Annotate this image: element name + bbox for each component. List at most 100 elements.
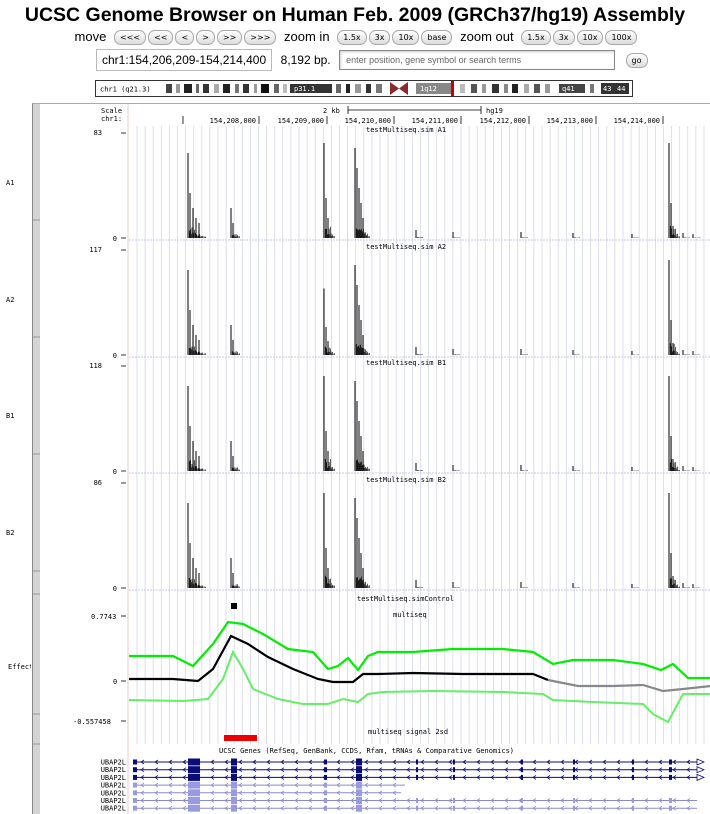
gene-exon [356, 805, 362, 812]
gene-exon [324, 775, 327, 780]
gene-exon [133, 790, 137, 795]
zoom-in-1-5x-button[interactable]: 1.5x [337, 30, 366, 45]
ideogram-band [196, 84, 199, 93]
move-far-right-button[interactable]: >>> [244, 30, 276, 45]
gene-exon [632, 798, 634, 803]
ideogram-band [512, 84, 518, 93]
ideogram-band [504, 84, 508, 93]
gene-exon [188, 789, 200, 796]
wiggle-track-title: testMultiseq.sim A1 [366, 126, 446, 134]
chromosome-ideogram[interactable]: chr1 (q21.3) p31.1 1q12 q41 43 44 [95, 80, 633, 97]
gene-exon [573, 760, 575, 765]
gene-exon [573, 806, 575, 811]
wiggle-min-label: 0 [113, 235, 117, 243]
ideogram-band [254, 84, 257, 93]
ideogram-band-label-1q12: 1q12 [420, 85, 437, 93]
zoom-out-3x-button[interactable]: 3x [553, 30, 575, 45]
wiggle-max-label: 83 [94, 129, 102, 137]
gene-exon [356, 789, 362, 796]
effect-signal-label: multiseq signal 2sd [368, 728, 448, 736]
zoom-out-label: zoom out [460, 29, 513, 44]
go-button[interactable]: go [626, 53, 648, 68]
gene-exon [231, 774, 237, 781]
wiggle-track-title: testMultiseq.sim A2 [366, 243, 446, 251]
ideogram-band [524, 84, 529, 93]
gene-exon [521, 760, 523, 765]
position-row: chr1:154,206,209-154,214,400 8,192 bp. e… [96, 49, 649, 73]
gene-exon [573, 767, 575, 772]
ideogram-position-marker [451, 81, 454, 96]
wiggle-track-title: testMultiseq.sim B1 [366, 359, 446, 367]
ideogram-band [336, 84, 341, 93]
gene-exon [453, 760, 455, 765]
zoom-out-1-5x-button[interactable]: 1.5x [521, 30, 550, 45]
wiggle-min-label: 0 [113, 468, 117, 476]
ideogram-band [471, 84, 477, 93]
zoom-in-10x-button[interactable]: 10x [392, 30, 419, 45]
wiggle-min-label: 0 [113, 352, 117, 360]
genes-track-title: UCSC Genes (RefSeq, GenBank, CCDS, Rfam,… [219, 747, 514, 755]
ideogram-band [283, 84, 287, 93]
ideogram-band [223, 84, 230, 93]
gene-exon [133, 767, 137, 772]
wiggle-max-label: 117 [89, 246, 102, 254]
browser-tracks-panel[interactable]: Scale chr1: 2 kb hg19 154,208,000 154,209… [32, 103, 710, 814]
move-left-more-button[interactable]: << [148, 30, 173, 45]
gene-exon [133, 783, 137, 788]
gene-exon [521, 806, 523, 811]
gene-exon [416, 806, 418, 811]
ruler-tick-label: 154,211,000 [412, 117, 458, 125]
track-label-a1[interactable]: A1 [6, 179, 14, 187]
zoom-out-10x-button[interactable]: 10x [577, 30, 604, 45]
gene-exon [133, 760, 137, 765]
gene-exon [356, 759, 362, 766]
track-label-b2[interactable]: B2 [6, 529, 14, 537]
gene-exon [188, 782, 200, 789]
move-right-button[interactable]: > [196, 30, 215, 45]
track-label-b1[interactable]: B1 [6, 412, 14, 420]
gene-exon [324, 783, 327, 788]
ruler-assembly-text: hg19 [486, 107, 503, 115]
ideogram-band [235, 84, 239, 93]
gene-exon [188, 774, 200, 781]
zoom-in-3x-button[interactable]: 3x [369, 30, 391, 45]
gene-exon [188, 805, 200, 812]
move-far-left-button[interactable]: <<< [114, 30, 146, 45]
ideogram-band [534, 84, 540, 93]
ideogram-band [176, 84, 180, 93]
move-right-more-button[interactable]: >> [217, 30, 242, 45]
ideogram-band [184, 84, 192, 93]
gene-exon [632, 760, 634, 765]
ideogram-band [492, 84, 499, 93]
gene-exon [231, 805, 237, 812]
zoom-in-base-button[interactable]: base [421, 30, 452, 45]
gene-exon [324, 806, 327, 811]
page-title: UCSC Genome Browser on Human Feb. 2009 (… [0, 4, 710, 27]
ideogram-band [243, 84, 249, 93]
track-label-effect[interactable]: Effect [8, 663, 31, 671]
ideogram-band [460, 84, 465, 93]
gene-exon [133, 798, 137, 803]
gene-exon [356, 782, 362, 789]
ideogram-band [376, 84, 382, 93]
move-left-button[interactable]: < [175, 30, 194, 45]
search-input[interactable]: enter position, gene symbol or search te… [339, 50, 615, 70]
effect-max-label: 0.7743 [91, 613, 116, 621]
gene-exon [324, 798, 327, 803]
gene-exon [632, 775, 634, 780]
track-button-strip[interactable] [33, 104, 40, 814]
zoom-out-100x-button[interactable]: 100x [605, 30, 637, 45]
track-label-a2[interactable]: A2 [6, 296, 14, 304]
ideogram-band [590, 84, 594, 93]
gene-exon [188, 759, 200, 766]
gene-exon [453, 798, 455, 803]
gene-exon [453, 775, 455, 780]
ruler-tick-label: 154,213,000 [547, 117, 593, 125]
gene-exon [453, 767, 455, 772]
ruler-scale-label: Scale [101, 107, 122, 115]
ideogram-band [261, 84, 269, 93]
effect-track-title: multiseq [393, 611, 427, 619]
zoom-in-label: zoom in [284, 29, 330, 44]
position-display[interactable]: chr1:154,206,209-154,214,400 [96, 49, 272, 71]
gene-exon [356, 766, 362, 773]
